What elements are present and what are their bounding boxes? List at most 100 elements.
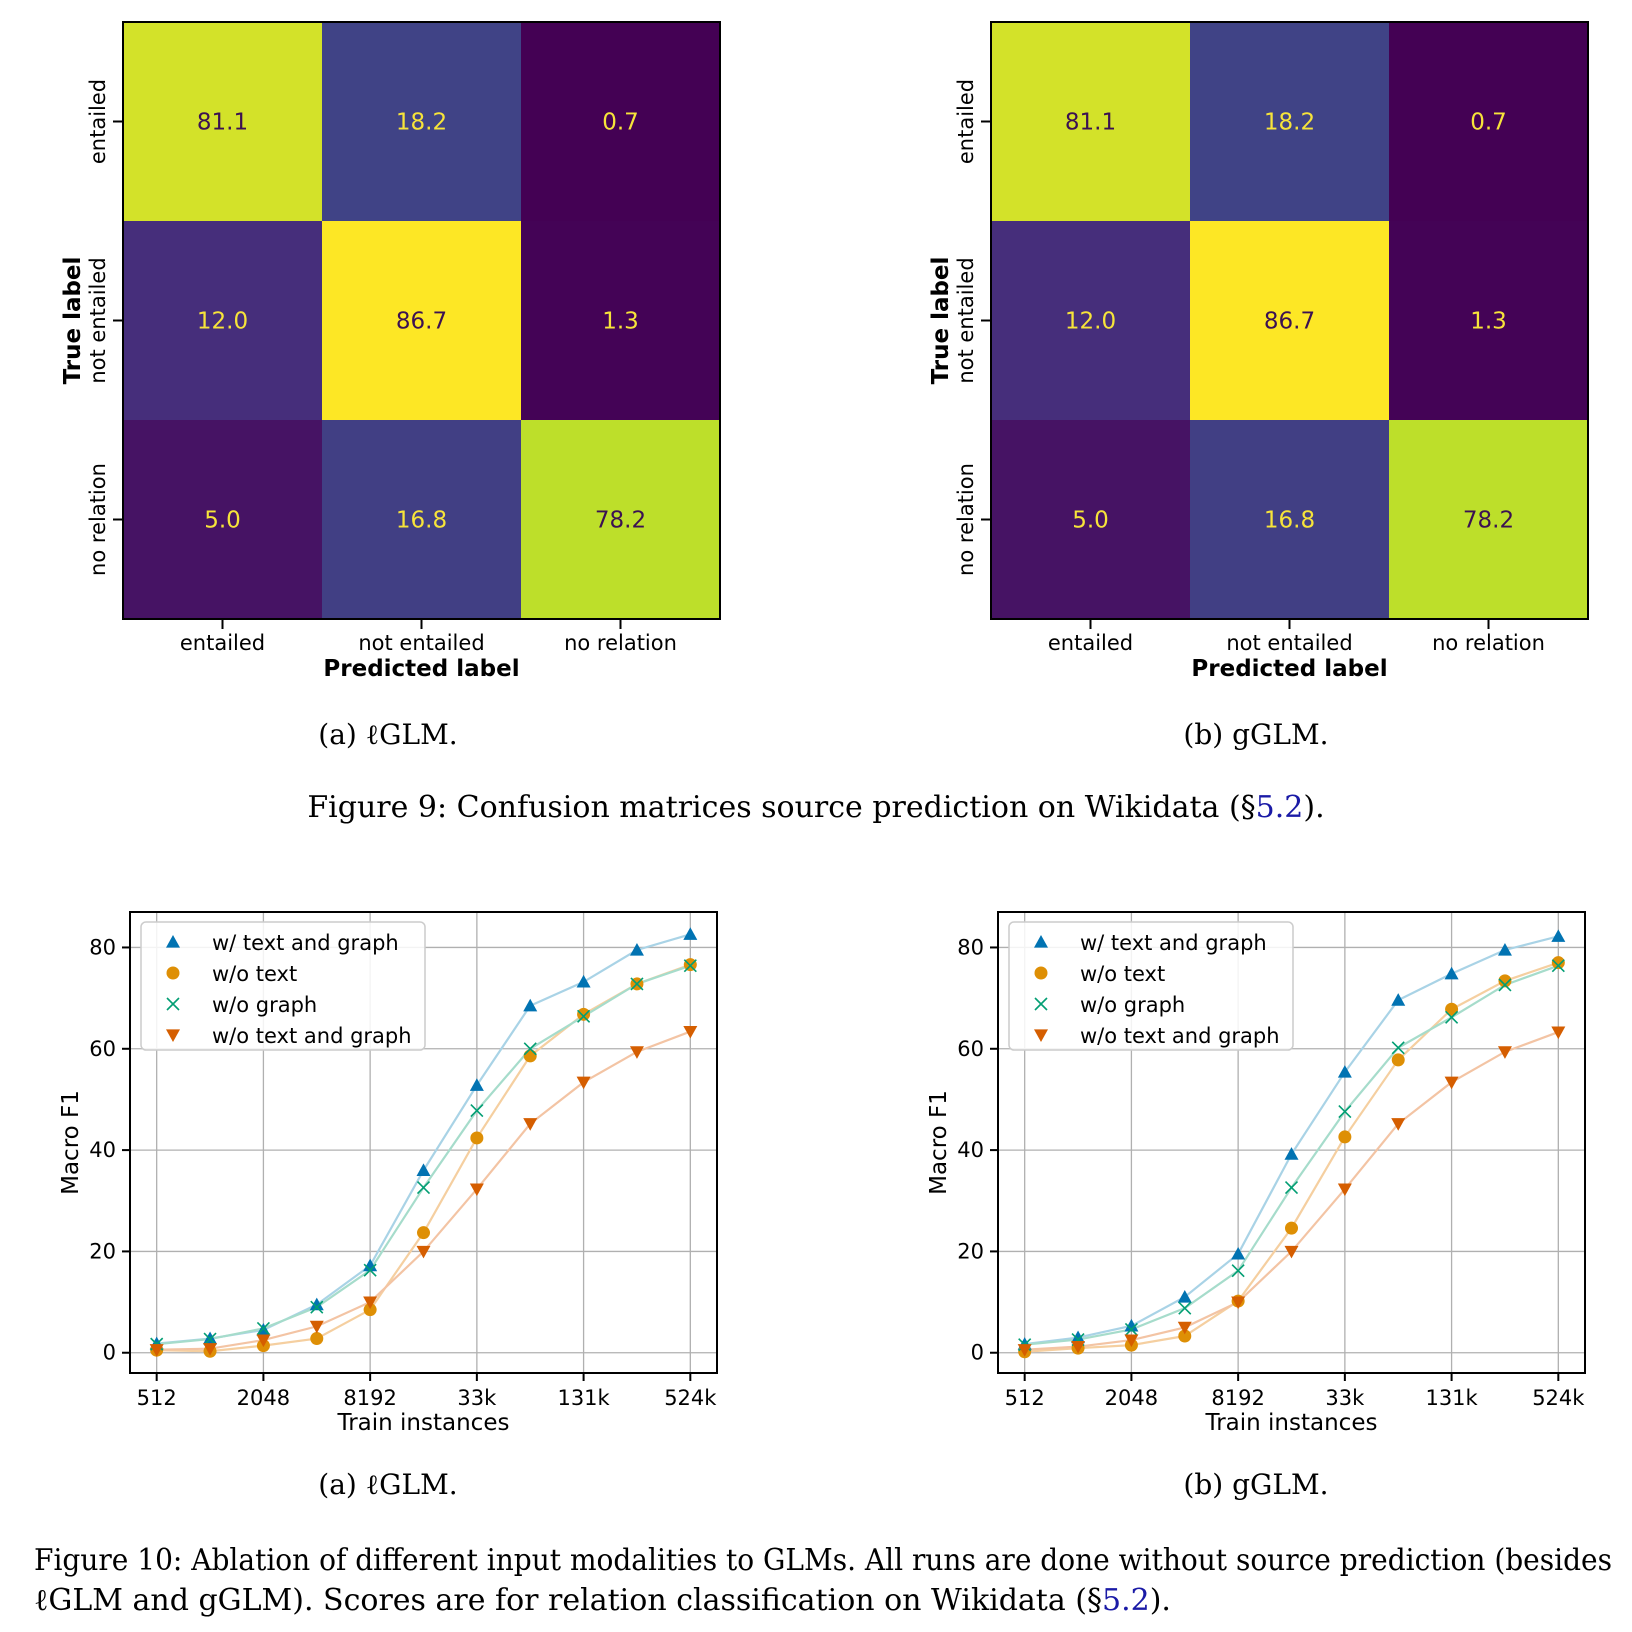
- cm-y-axis-label: True label: [60, 257, 86, 385]
- marker-triangle-up: [1391, 993, 1406, 1006]
- cm-value-label: 81.1: [197, 110, 248, 136]
- cm-value-label: 0.7: [602, 110, 639, 136]
- legend-label-w-o-text: w/o text: [212, 962, 297, 986]
- figure10-section-link[interactable]: 5.2: [1102, 1583, 1150, 1618]
- marker-triangle-down: [469, 1183, 484, 1197]
- marker-triangle-up: [629, 942, 644, 956]
- marker-circle: [1034, 966, 1048, 980]
- marker-x: [1231, 1264, 1245, 1278]
- marker-x: [203, 1332, 217, 1346]
- x-tick-label: 33k: [1325, 1386, 1365, 1410]
- cm-cell-not-entailed-not-entailed: [322, 221, 522, 421]
- marker-x: [630, 977, 644, 991]
- plot-frame: [129, 911, 718, 1374]
- series-markers-w-o-text-and-graph: [149, 1025, 698, 1357]
- cm-value-label: 16.8: [1264, 508, 1315, 534]
- marker-x: [363, 1263, 377, 1277]
- cm-cell-no-relation-not-entailed: [322, 420, 522, 620]
- x-tick-label: 8192: [1211, 1386, 1264, 1410]
- series-markers-w-o-graph: [1018, 959, 1565, 1352]
- marker-circle: [1391, 1053, 1405, 1067]
- cm-x-axis-label: Predicted label: [1191, 656, 1387, 682]
- marker-x: [1178, 1301, 1192, 1315]
- marker-triangle-down: [1391, 1118, 1406, 1131]
- marker-triangle-down: [256, 1334, 271, 1348]
- confusion-matrix-gglm: 81.1 18.2 0.7 12.0 86.7 1.3 5.0 16.8 78.2 entaile…: [928, 21, 1589, 682]
- figure10-caption-line1: Figure 10: Ablation of different input m…: [34, 1543, 1612, 1578]
- figure9-caption-prefix: Figure 9: Confusion matrices source pred…: [307, 790, 1255, 825]
- series-line-w-o-text-and-graph: [1024, 1031, 1559, 1351]
- marker-x: [1551, 959, 1565, 973]
- figure10-caption-line2: ℓGLM and gGLM). Scores are for relation …: [34, 1583, 1171, 1618]
- y-axis-label: Macro F1: [926, 1090, 952, 1195]
- y-tick-label: 20: [89, 1239, 116, 1263]
- series-markers-w-o-graph: [150, 959, 697, 1351]
- marker-x: [1338, 1105, 1352, 1119]
- x-tick-label: 512: [137, 1386, 177, 1410]
- marker-circle: [363, 1303, 377, 1317]
- x-axis-label: Train instances: [337, 1410, 510, 1436]
- cm-x-tick-label: not entailed: [358, 631, 484, 655]
- series-line-w-o-text-and-graph: [156, 1030, 691, 1351]
- figure10-caption-suffix: ).: [1150, 1583, 1171, 1618]
- legend-box: [1008, 921, 1294, 1051]
- x-tick-label: 2048: [237, 1386, 290, 1410]
- marker-triangle-up: [1034, 935, 1048, 948]
- marker-triangle-up: [416, 1163, 431, 1176]
- cm-cell-no-relation-not-entailed: [1190, 420, 1390, 620]
- cm-cell-entailed-no-relation: [1389, 22, 1589, 222]
- figure10-subcaption-a: (a) ℓGLM.: [318, 1468, 457, 1501]
- series-markers-w-o-text-and-graph: [1017, 1026, 1566, 1357]
- cm-x-tick-label: not entailed: [1226, 631, 1352, 655]
- marker-x: [1034, 997, 1048, 1011]
- cm-cell-not-entailed-no-relation: [521, 221, 721, 421]
- marker-circle: [1498, 974, 1512, 988]
- marker-triangle-up: [203, 1331, 218, 1345]
- cm-value-label: 1.3: [1470, 309, 1507, 335]
- cm-value-label: 0.7: [1470, 110, 1507, 136]
- marker-circle: [310, 1332, 324, 1346]
- marker-circle: [417, 1226, 430, 1240]
- marker-triangle-up: [576, 974, 591, 988]
- y-tick-label: 80: [957, 935, 984, 959]
- marker-triangle-up: [1284, 1147, 1299, 1160]
- marker-triangle-down: [309, 1320, 324, 1334]
- legend-box: [140, 921, 426, 1051]
- ablation-chart-gglm: 512 2048 8192 33k 131k 524k 0 20 40 60 80 Train ins…: [926, 911, 1586, 1436]
- cm-cell-not-entailed-no-relation: [1389, 221, 1589, 421]
- legend: w/ text and graph w/o text w/o graph w/o te…: [1008, 921, 1294, 1051]
- marker-circle: [1551, 956, 1565, 970]
- marker-triangle-down: [1497, 1046, 1512, 1059]
- marker-triangle-down: [523, 1118, 538, 1131]
- cm-y-axis-label: True label: [928, 257, 954, 385]
- y-tick-label: 20: [957, 1239, 984, 1263]
- y-tick-label: 80: [89, 935, 116, 959]
- marker-triangle-up: [469, 1078, 484, 1091]
- x-tick-label: 524k: [1532, 1386, 1585, 1410]
- cm-value-label: 5.0: [1072, 508, 1109, 534]
- marker-x: [683, 959, 697, 973]
- marker-x: [1284, 1181, 1299, 1195]
- marker-triangle-down: [1231, 1296, 1246, 1310]
- plot-frame: [997, 911, 1586, 1374]
- cm-value-label: 78.2: [595, 508, 646, 534]
- cm-cell-entailed-entailed: [123, 22, 323, 222]
- marker-x: [577, 1009, 591, 1023]
- marker-triangle-up: [363, 1258, 378, 1272]
- legend-label-w-o-graph: w/o graph: [1080, 993, 1185, 1017]
- marker-x: [166, 997, 180, 1011]
- marker-triangle-down: [629, 1046, 644, 1059]
- x-tick-label: 512: [1005, 1386, 1045, 1410]
- marker-x: [310, 1300, 324, 1314]
- marker-triangle-down: [1071, 1341, 1086, 1354]
- marker-circle: [577, 1007, 591, 1021]
- marker-circle: [1178, 1329, 1192, 1343]
- figure10-subcaption-b: (b) gGLM.: [1183, 1468, 1328, 1501]
- marker-x: [416, 1181, 431, 1195]
- figure9-section-link[interactable]: 5.2: [1256, 790, 1304, 825]
- marker-triangle-down: [683, 1025, 698, 1039]
- marker-triangle-up: [166, 935, 180, 948]
- figure9-subcaption-b: (b) gGLM.: [1183, 718, 1328, 751]
- cm-x-tick-label: entailed: [1048, 631, 1133, 655]
